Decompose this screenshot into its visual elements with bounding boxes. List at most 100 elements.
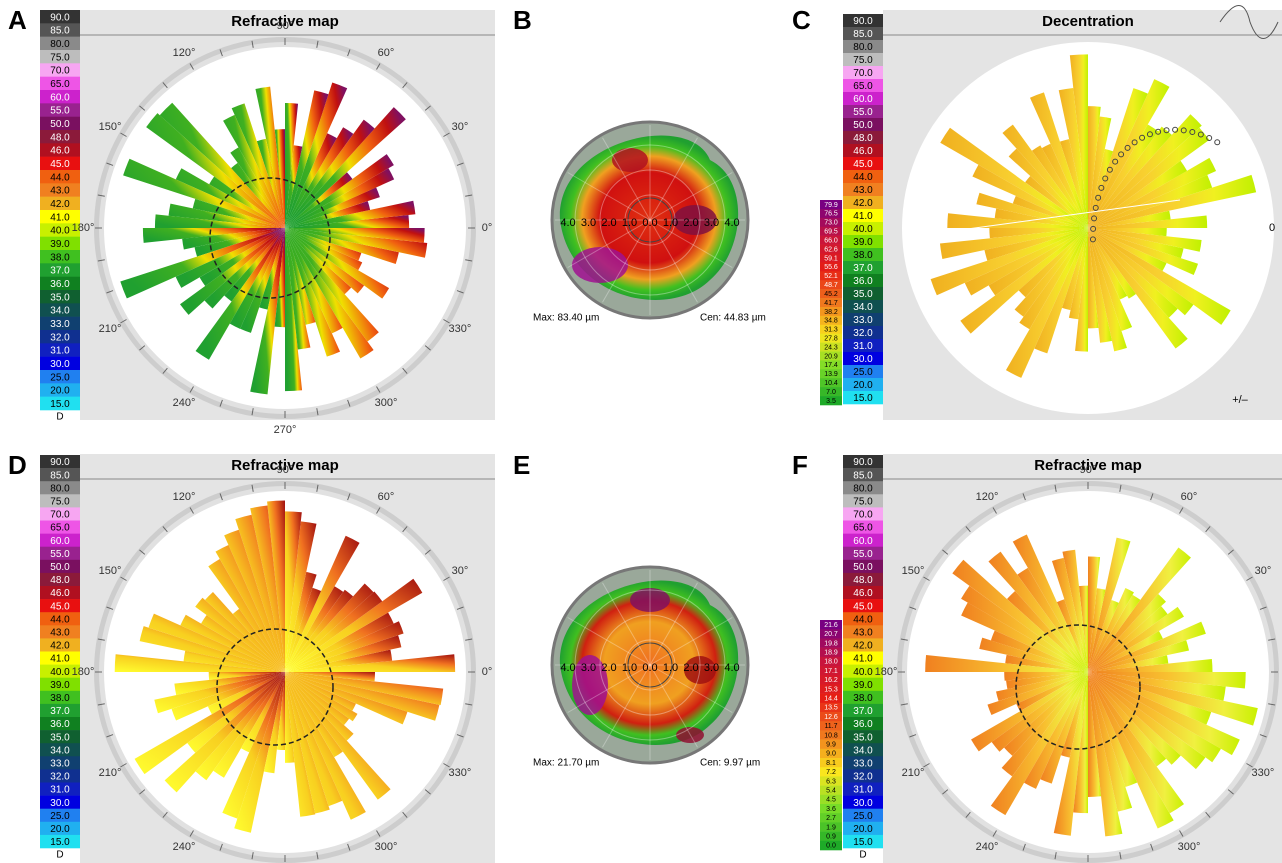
map-wedge <box>285 228 303 392</box>
grid-spoke <box>602 219 651 303</box>
map-wedge <box>1018 228 1088 298</box>
angle-label: 120° <box>173 47 196 59</box>
scale-label: 33.0 <box>50 758 70 769</box>
map-wedge <box>1088 114 1202 228</box>
axis-label: 3.0 <box>704 217 719 229</box>
map-wedge <box>285 127 354 228</box>
center-ring <box>627 197 673 243</box>
map-wedge <box>1088 606 1184 672</box>
map-wedge <box>1088 228 1188 349</box>
scale-label: 25.0 <box>853 811 873 822</box>
map-wedge <box>996 672 1088 702</box>
scale-label: 42.0 <box>50 641 70 652</box>
tick <box>316 40 319 48</box>
scale-swatch <box>843 455 883 469</box>
map-wedge <box>1088 594 1141 672</box>
scale-swatch <box>40 468 80 482</box>
grid-spoke <box>649 219 733 268</box>
tick <box>189 507 194 514</box>
grid-ring <box>624 639 676 691</box>
scale-label: 20.0 <box>50 824 70 835</box>
max-caption: Max: 83.40 µm <box>533 313 599 324</box>
angle-label: 120° <box>976 491 999 503</box>
map-wedge <box>1088 672 1167 767</box>
tick <box>1227 789 1234 795</box>
scale-label: 36.0 <box>853 276 873 287</box>
map-wedge <box>171 672 285 721</box>
decentration-point <box>1172 126 1179 133</box>
scale-swatch <box>820 647 842 658</box>
map-wedge <box>1056 599 1088 672</box>
scale-label: 32.0 <box>853 772 873 783</box>
tick <box>1022 493 1026 501</box>
tick <box>402 367 408 374</box>
scale-unit: D <box>56 412 63 423</box>
map-wedge <box>1004 672 1088 756</box>
axis-label: 1.0 <box>663 662 678 674</box>
scale-label: 38.2 <box>824 309 838 316</box>
map-wedge <box>235 514 285 672</box>
scale-swatch <box>843 638 883 652</box>
scale-swatch <box>843 261 883 275</box>
scale-swatch <box>820 702 842 713</box>
map-wedge <box>1008 148 1088 228</box>
map-wedge <box>285 672 356 711</box>
map-wedge <box>285 228 399 264</box>
scale-label: 80.0 <box>50 483 70 494</box>
tick <box>992 507 997 514</box>
scale-swatch <box>820 244 842 254</box>
map-wedge <box>285 103 299 228</box>
axis-label: 2.0 <box>683 662 698 674</box>
map-wedge <box>285 649 393 672</box>
map-wedge <box>1088 215 1208 228</box>
scale-swatch <box>843 131 883 145</box>
scale-swatch <box>820 253 842 263</box>
angle-label: 330° <box>449 323 472 335</box>
scale-swatch <box>820 306 842 317</box>
map-wedge <box>285 172 353 228</box>
scale-swatch <box>820 813 842 823</box>
map-wedge <box>205 592 285 672</box>
map-wedge <box>195 597 285 672</box>
panel-label: A <box>8 5 27 35</box>
tick <box>347 493 351 501</box>
scale-label: 75.0 <box>853 496 873 507</box>
scale-label: 66.0 <box>824 237 838 244</box>
scale-label: 20.7 <box>824 631 838 638</box>
tick <box>106 606 114 610</box>
map-wedge <box>213 672 285 778</box>
tick <box>900 703 908 706</box>
scale-swatch <box>820 378 842 388</box>
scale-label: 40.0 <box>50 667 70 678</box>
map-wedge <box>285 672 295 763</box>
scale-label: 31.0 <box>853 785 873 796</box>
scale-swatch <box>40 756 80 770</box>
scale-label: 50.0 <box>50 562 70 573</box>
map-wedge <box>1088 228 1202 252</box>
tick <box>162 367 168 374</box>
map-wedge <box>194 228 285 257</box>
tick <box>1022 843 1026 851</box>
scale-label: 34.0 <box>853 302 873 313</box>
scale-label: 76.5 <box>824 211 838 218</box>
scale-swatch <box>843 40 883 54</box>
scale-swatch <box>843 756 883 770</box>
map-wedge <box>285 228 379 342</box>
map-spot <box>630 588 670 612</box>
map-wedge <box>947 213 1088 228</box>
angle-label: 120° <box>173 491 196 503</box>
map-wedge <box>1088 672 1206 770</box>
scale-swatch <box>40 507 80 521</box>
scale-swatch <box>843 183 883 197</box>
map-wedge <box>285 228 311 350</box>
map-wedge <box>952 559 1088 672</box>
tick <box>1227 549 1234 555</box>
map-wedge <box>285 672 354 741</box>
scale-label: 39.0 <box>853 680 873 691</box>
scale-swatch <box>843 533 883 547</box>
scale-swatch <box>843 599 883 613</box>
tick <box>120 319 127 324</box>
scale-swatch <box>40 116 80 131</box>
map-wedge <box>175 168 285 228</box>
panel-label: C <box>792 5 811 35</box>
